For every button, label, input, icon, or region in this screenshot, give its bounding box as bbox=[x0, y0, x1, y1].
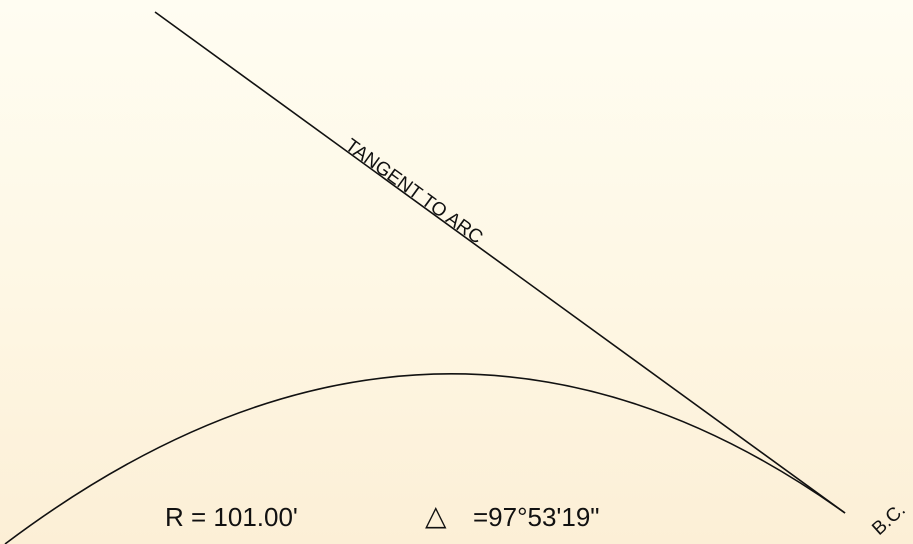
circular-arc bbox=[4, 373, 846, 544]
delta-angle-label: =97°53'19" bbox=[473, 502, 600, 532]
delta-symbol: △ bbox=[425, 500, 447, 531]
radius-label: R = 101.00' bbox=[165, 502, 298, 532]
bc-point-label: B.C. bbox=[868, 499, 910, 539]
tangent-line bbox=[154, 11, 846, 514]
tangent-label: TANGENT TO ARC bbox=[341, 135, 486, 248]
